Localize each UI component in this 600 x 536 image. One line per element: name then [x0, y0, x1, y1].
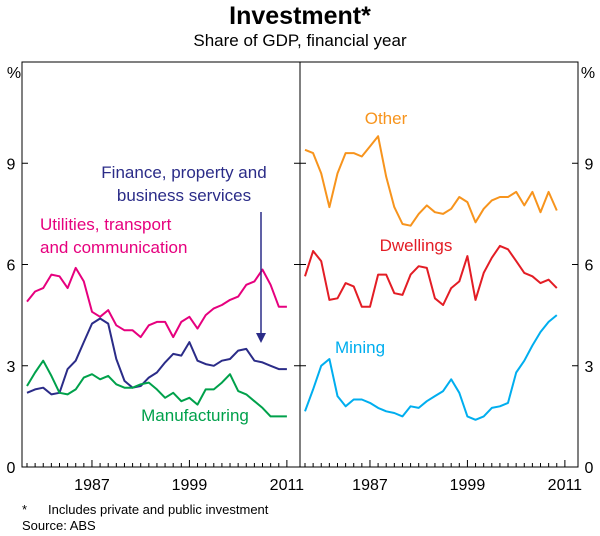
series-label-manufacturing: Manufacturing — [141, 406, 249, 425]
y-tick-label-left: 0 — [7, 460, 16, 477]
series-line-mining — [304, 314, 558, 421]
y-tick-label-left: 3 — [7, 359, 16, 376]
y-tick-label-right: 6 — [585, 258, 594, 275]
series-line-manufacturing — [26, 359, 287, 418]
series-line-utilities-transport — [26, 266, 287, 339]
series-label-utilities-transport: and communication — [40, 238, 187, 257]
y-tick-label-left: 9 — [7, 156, 16, 173]
footnote-text: Includes private and public investment — [48, 502, 269, 517]
chart-title: Investment* — [229, 2, 371, 30]
series-label-utilities-transport: Utilities, transport — [40, 215, 172, 234]
footnote-marker: * — [22, 502, 28, 517]
x-tick-label: 1999 — [450, 477, 486, 494]
x-tick-label: 1987 — [74, 477, 110, 494]
series-label-mining: Mining — [335, 338, 385, 357]
y-tick-label-left: 6 — [7, 258, 16, 275]
x-tick-label: 1999 — [172, 477, 208, 494]
x-tick-label: 2011 — [270, 477, 305, 494]
annotation-arrow-head — [256, 333, 266, 343]
series-line-dwellings — [304, 244, 558, 308]
series-label-other: Other — [365, 109, 408, 128]
x-tick-label: 1987 — [352, 477, 388, 494]
y-tick-label-right: 3 — [585, 359, 594, 376]
chart-subtitle: Share of GDP, financial year — [193, 31, 407, 50]
series-line-finance-property-and — [26, 317, 287, 396]
y-unit-left: % — [7, 65, 21, 82]
y-tick-label-right: 0 — [585, 460, 594, 477]
series-line-other — [304, 135, 558, 227]
series-label-dwellings: Dwellings — [380, 236, 453, 255]
x-tick-label: 2011 — [548, 477, 583, 494]
source-note: Source: ABS — [22, 518, 96, 533]
series-label-finance-property-and: business services — [117, 186, 251, 205]
series-label-finance-property-and: Finance, property and — [101, 163, 266, 182]
y-tick-label-right: 9 — [585, 156, 594, 173]
y-unit-right: % — [581, 65, 595, 82]
